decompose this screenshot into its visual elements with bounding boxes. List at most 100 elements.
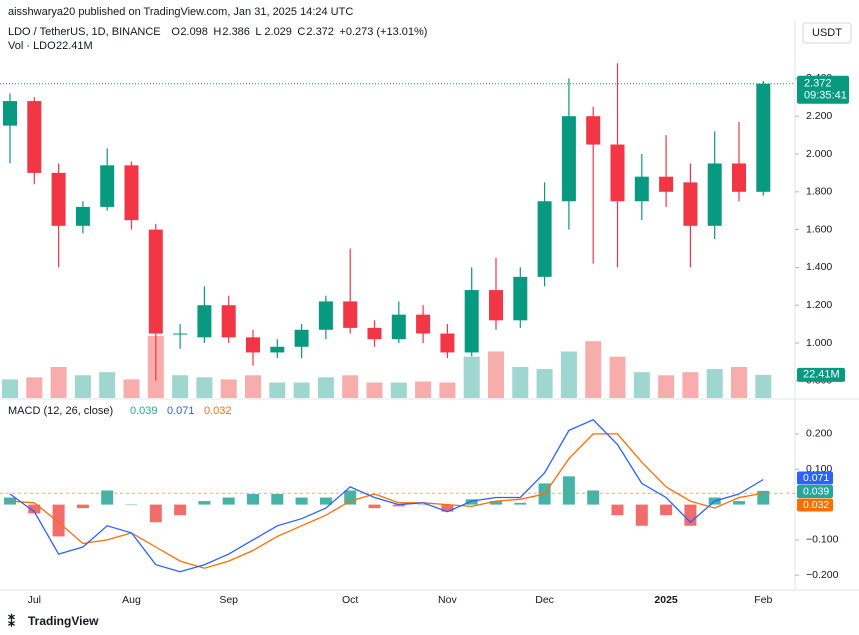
volume-bar — [488, 351, 504, 398]
histogram-bar — [392, 504, 405, 507]
histogram-bar — [587, 490, 600, 505]
footer-logo[interactable]: TradingView — [28, 614, 99, 628]
histogram-bar — [174, 504, 187, 516]
indicator-value: 0.039 — [130, 405, 158, 417]
candle-body — [634, 176, 649, 202]
candle-body — [610, 144, 625, 202]
candle-body — [367, 327, 382, 340]
candle-body — [561, 116, 576, 202]
y-tick-label: 1.200 — [806, 299, 832, 311]
volume-bar — [123, 379, 140, 398]
histogram-bar — [344, 490, 357, 505]
indicator-title: MACD (12, 26, close) — [8, 405, 113, 417]
y-tick-label: 2.000 — [806, 148, 832, 160]
volume-bar — [245, 375, 261, 398]
currency[interactable]: USDT — [812, 27, 842, 39]
histogram-bar — [441, 504, 454, 512]
signal-line — [9, 433, 764, 569]
histogram-bar — [635, 504, 648, 526]
currency-box[interactable] — [802, 22, 852, 44]
symbol-title: LDO / TetherUS, 1D, BINANCE — [8, 26, 161, 38]
x-tick-label: Nov — [438, 594, 457, 606]
histogram-bar — [149, 504, 162, 523]
x-tick-label: Sep — [219, 594, 238, 606]
x-tick-label: Aug — [122, 594, 141, 606]
y-tick-label: 0.200 — [806, 428, 832, 440]
indicator-value: 0.071 — [167, 405, 195, 417]
change: +0.273 (+13.01%) — [339, 26, 427, 38]
signal-tag-label: 0.032 — [803, 499, 829, 511]
volume-bar — [342, 375, 359, 398]
legend-value: 2.029 — [264, 26, 292, 38]
legend-key: C — [297, 26, 305, 38]
price-tag — [797, 75, 849, 104]
candle-body — [124, 165, 139, 221]
histogram-bar — [198, 501, 211, 505]
histogram-tag-label: 0.039 — [803, 485, 829, 497]
signal-tag — [797, 498, 833, 512]
volume-bar — [731, 367, 747, 398]
candle-body — [707, 163, 722, 226]
candle-body — [27, 101, 42, 173]
histogram-bar — [4, 497, 16, 505]
candle-body — [197, 305, 212, 338]
volume-bar — [317, 377, 334, 398]
volume-bar — [706, 369, 723, 398]
volume-bar — [536, 369, 553, 398]
indicator-value: 0.032 — [204, 405, 232, 417]
volume-bar — [293, 382, 310, 398]
candle-body — [440, 333, 455, 353]
candle-body — [100, 165, 115, 207]
candle-body — [173, 333, 188, 335]
macd-tag-label: 0.071 — [803, 472, 829, 484]
histogram-bar — [465, 499, 478, 505]
y-tick-label: −0.100 — [806, 534, 839, 546]
candle-body — [246, 337, 260, 353]
candle-body — [659, 176, 674, 192]
volume-bar — [512, 367, 529, 398]
candle-body — [756, 83, 771, 192]
legend-key: H — [213, 26, 221, 38]
y-tick-label: 1.400 — [806, 261, 832, 273]
candle-body — [221, 305, 236, 338]
price-tag-label: 2.372 — [804, 78, 832, 90]
volume-bar — [682, 372, 699, 398]
volume-tag-label: 22.41M — [803, 369, 840, 381]
histogram-bar — [76, 504, 89, 509]
candle-body — [51, 172, 66, 226]
volume-bar — [2, 379, 18, 398]
histogram-tag — [797, 485, 833, 498]
histogram-bar — [611, 504, 624, 516]
legend-value: 2.098 — [180, 26, 208, 38]
x-tick-label: Jul — [28, 594, 41, 606]
legend-key: O — [171, 26, 180, 38]
volume-bar — [220, 379, 237, 398]
volume-bar — [50, 367, 67, 398]
candle-body — [586, 116, 601, 145]
candle-body — [732, 163, 746, 192]
volume-legend-value: 22.41M — [56, 40, 93, 52]
volume-bar — [755, 374, 772, 398]
y-tick-label: −0.200 — [806, 569, 839, 581]
volume-bar — [658, 375, 675, 398]
logo-mark: ⁑ — [8, 613, 15, 630]
histogram-bar — [247, 494, 259, 505]
histogram-bar — [222, 497, 235, 505]
histogram-bar — [417, 504, 430, 506]
candle-body — [416, 314, 431, 334]
histogram-bar — [295, 497, 308, 505]
volume-bar — [585, 341, 602, 398]
volume-bar — [390, 382, 407, 398]
candle-body — [537, 201, 552, 277]
candle-body — [75, 206, 90, 226]
candle-body — [3, 101, 17, 126]
legend-key: L — [255, 26, 261, 38]
publisher: aisshwarya20 published on TradingView.co… — [8, 6, 353, 18]
volume-bar — [633, 372, 650, 398]
volume-bar — [463, 356, 480, 398]
x-tick-label: Dec — [535, 594, 554, 606]
volume-bar — [99, 372, 116, 398]
histogram-bar — [52, 504, 65, 537]
macd-line — [9, 419, 764, 573]
